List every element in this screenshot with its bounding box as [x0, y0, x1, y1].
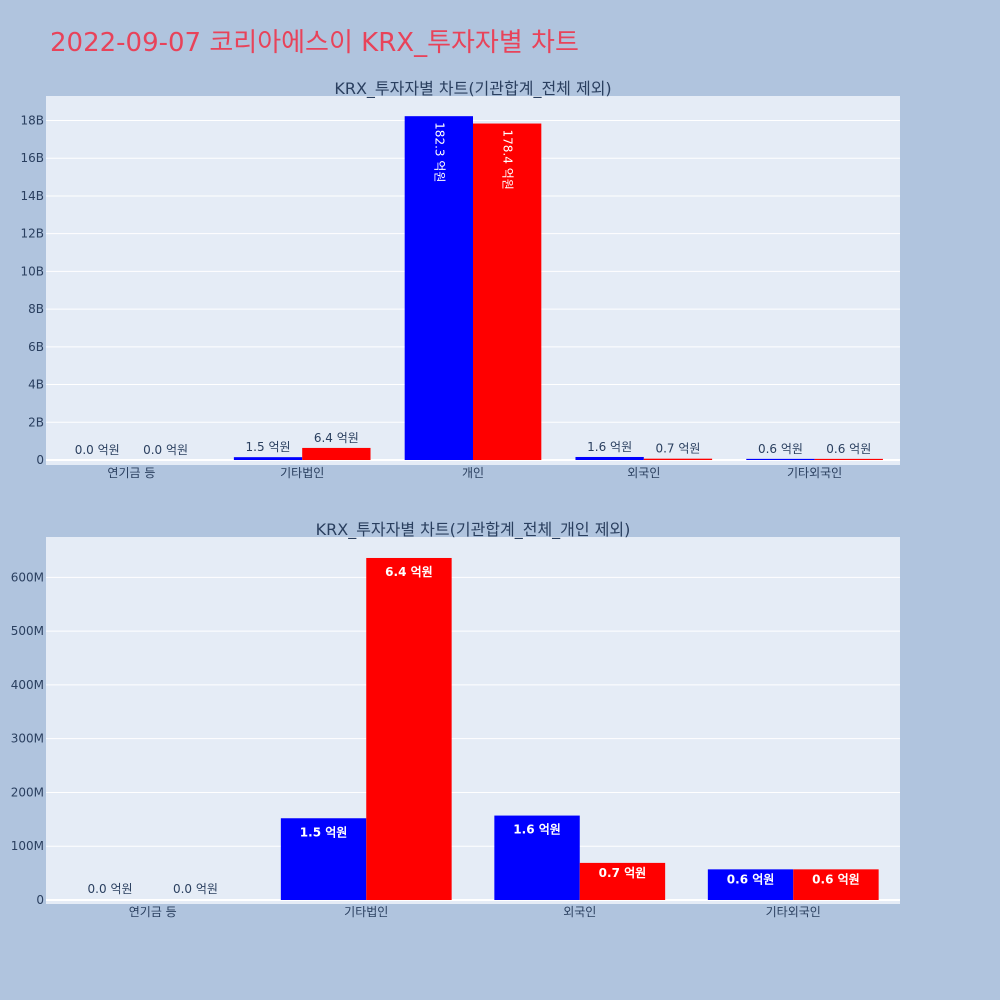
y-tick-label: 6B: [28, 340, 44, 354]
y-tick-label: 2B: [28, 415, 44, 429]
y-tick-label: 200M: [11, 785, 44, 799]
bar-sell: [579, 862, 666, 900]
data-label: 1.5 억원: [300, 825, 348, 839]
plot-area-2: [46, 537, 900, 904]
bar-sell: [302, 447, 371, 460]
x-tick-label: 기타법인: [344, 905, 388, 919]
data-label: 0.0 억원: [173, 882, 218, 896]
x-tick-label: 연기금 등: [107, 466, 155, 480]
y-tick-label: 0: [36, 893, 44, 907]
bar-sell: [793, 869, 879, 900]
y-tick-label: 16B: [20, 151, 44, 165]
bar-buy: [575, 456, 644, 460]
bar-buy: [746, 458, 815, 460]
data-label: 0.6 억원: [826, 442, 871, 456]
bar-sell: [814, 458, 883, 460]
bar-buy: [404, 116, 473, 461]
x-tick-label: 외국인: [563, 905, 596, 919]
data-label: 1.6 억원: [513, 823, 561, 837]
data-label: 1.6 억원: [587, 440, 632, 454]
y-tick-label: 0: [36, 453, 44, 467]
data-label: 0.6 억원: [727, 872, 775, 886]
y-tick-label: 10B: [20, 264, 44, 278]
data-label: 0.0 억원: [143, 443, 188, 457]
data-label: 6.4 억원: [314, 431, 359, 445]
y-tick-label: 14B: [20, 189, 44, 203]
data-label: 0.7 억원: [655, 442, 700, 456]
bar-buy: [280, 818, 367, 900]
x-tick-label: 외국인: [627, 466, 660, 480]
data-label: 0.7 억원: [599, 866, 647, 880]
data-label: 182.3 억원: [432, 122, 446, 182]
data-label: 1.5 억원: [246, 440, 291, 454]
y-tick-label: 12B: [20, 227, 44, 241]
bar-sell: [643, 458, 713, 460]
page-title: 2022-09-07 코리아에스이 KRX_투자자별 차트: [50, 28, 579, 58]
x-tick-label: 개인: [462, 466, 484, 480]
bar-buy: [233, 457, 303, 460]
bar-buy: [707, 869, 794, 900]
x-tick-label: 기타외국인: [787, 466, 842, 480]
data-label: 0.6 억원: [758, 442, 803, 456]
data-label: 0.6 억원: [812, 872, 860, 886]
y-tick-label: 400M: [11, 678, 44, 692]
bar-buy: [494, 815, 580, 900]
y-tick-label: 8B: [28, 302, 44, 316]
y-tick-label: 100M: [11, 839, 44, 853]
data-label: 178.4 억원: [501, 130, 515, 190]
y-tick-label: 4B: [28, 378, 44, 392]
bar-sell: [366, 557, 452, 900]
chart-title-2: KRX_투자자별 차트(기관합계_전체_개인 제외): [316, 520, 631, 540]
chart-title-1: KRX_투자자별 차트(기관합계_전체 제외): [334, 79, 611, 99]
y-tick-label: 500M: [11, 624, 44, 638]
data-label: 6.4 억원: [385, 565, 433, 579]
y-tick-label: 18B: [20, 114, 44, 128]
x-tick-label: 연기금 등: [129, 905, 177, 919]
x-tick-label: 기타외국인: [766, 905, 821, 919]
y-tick-label: 300M: [11, 732, 44, 746]
x-tick-label: 기타법인: [280, 466, 324, 480]
bar-sell: [473, 123, 542, 460]
data-label: 0.0 억원: [88, 882, 133, 896]
data-label: 0.0 억원: [75, 443, 120, 457]
y-tick-label: 600M: [11, 570, 44, 584]
